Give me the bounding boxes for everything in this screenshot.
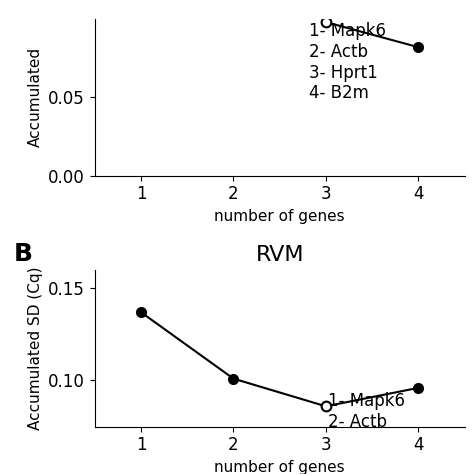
Text: 1- Mapk6
2- Actb: 1- Mapk6 2- Actb [328, 392, 405, 431]
Text: 1- Mapk6
2- Actb
3- Hprt1
4- B2m: 1- Mapk6 2- Actb 3- Hprt1 4- B2m [309, 22, 386, 102]
X-axis label: number of genes: number of genes [214, 460, 345, 474]
Title: RVM: RVM [255, 246, 304, 265]
Y-axis label: Accumulated SD (Cq): Accumulated SD (Cq) [27, 266, 43, 430]
Y-axis label: Accumulated: Accumulated [28, 47, 43, 147]
X-axis label: number of genes: number of genes [214, 209, 345, 224]
Text: B: B [13, 242, 32, 265]
